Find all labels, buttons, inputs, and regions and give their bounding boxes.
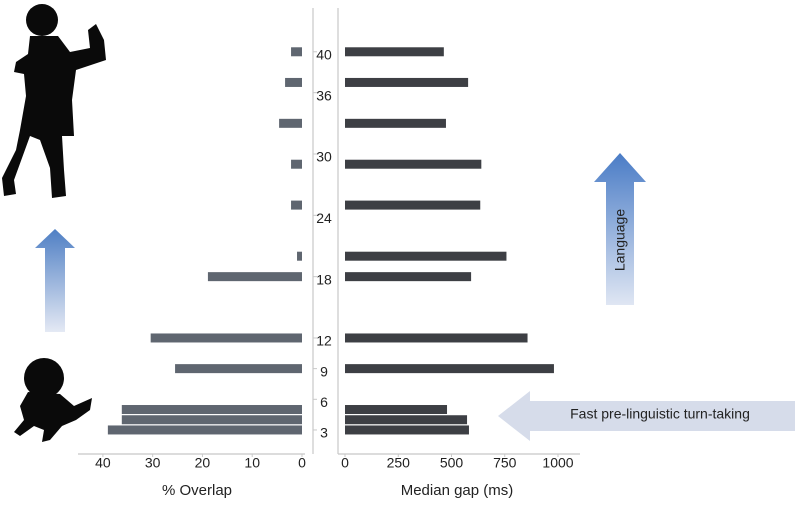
bar	[291, 47, 302, 57]
bar	[285, 77, 302, 87]
y-tick-label: 36	[316, 87, 332, 103]
y-tick-label: 12	[316, 333, 332, 349]
x-tick-label: 20	[195, 455, 211, 471]
child-silhouette	[2, 4, 106, 198]
bar	[345, 159, 482, 169]
x-axis-title: % Overlap	[162, 482, 232, 499]
bar	[345, 251, 507, 261]
y-tick-label: 9	[320, 363, 328, 379]
y-tick-label: 6	[320, 394, 328, 410]
bar	[345, 200, 481, 210]
x-tick-label: 30	[145, 455, 161, 471]
bar	[279, 118, 302, 128]
y-tick-label: 3	[320, 425, 328, 441]
bar	[345, 415, 468, 425]
x-tick-label: 250	[387, 455, 411, 471]
x-tick-label: 500	[440, 455, 464, 471]
x-tick-label: 0	[298, 455, 306, 471]
annotation: Fast pre-linguistic turn-taking	[570, 406, 750, 422]
bar	[345, 425, 469, 435]
x-tick-label: 0	[341, 455, 349, 471]
x-tick-label: 40	[95, 455, 111, 471]
bar	[297, 251, 302, 261]
x-tick-label: 1000	[542, 455, 573, 471]
bar	[150, 333, 302, 343]
turn-taking-arrow	[498, 391, 795, 441]
bar	[345, 77, 469, 87]
y-tick-label: 40	[316, 46, 332, 62]
y-tick-label: 30	[316, 149, 332, 165]
language-arrow	[594, 153, 646, 305]
annotation: Language	[612, 209, 628, 272]
bar	[345, 47, 444, 57]
bar	[175, 364, 302, 374]
bar	[107, 425, 302, 435]
bar	[345, 272, 472, 282]
growth-arrow	[35, 229, 75, 332]
bar	[291, 159, 302, 169]
bar	[121, 405, 302, 415]
bar	[345, 118, 446, 128]
y-tick-label: 24	[316, 210, 332, 226]
x-axis-title: Median gap (ms)	[401, 482, 514, 499]
bar	[345, 333, 528, 343]
bar	[207, 272, 302, 282]
x-tick-label: 10	[244, 455, 260, 471]
bar	[121, 415, 302, 425]
y-tick-label: 18	[316, 271, 332, 287]
bar	[291, 200, 302, 210]
baby-silhouette	[14, 358, 92, 442]
bar	[345, 405, 448, 415]
bar	[345, 364, 554, 374]
x-tick-label: 750	[493, 455, 517, 471]
